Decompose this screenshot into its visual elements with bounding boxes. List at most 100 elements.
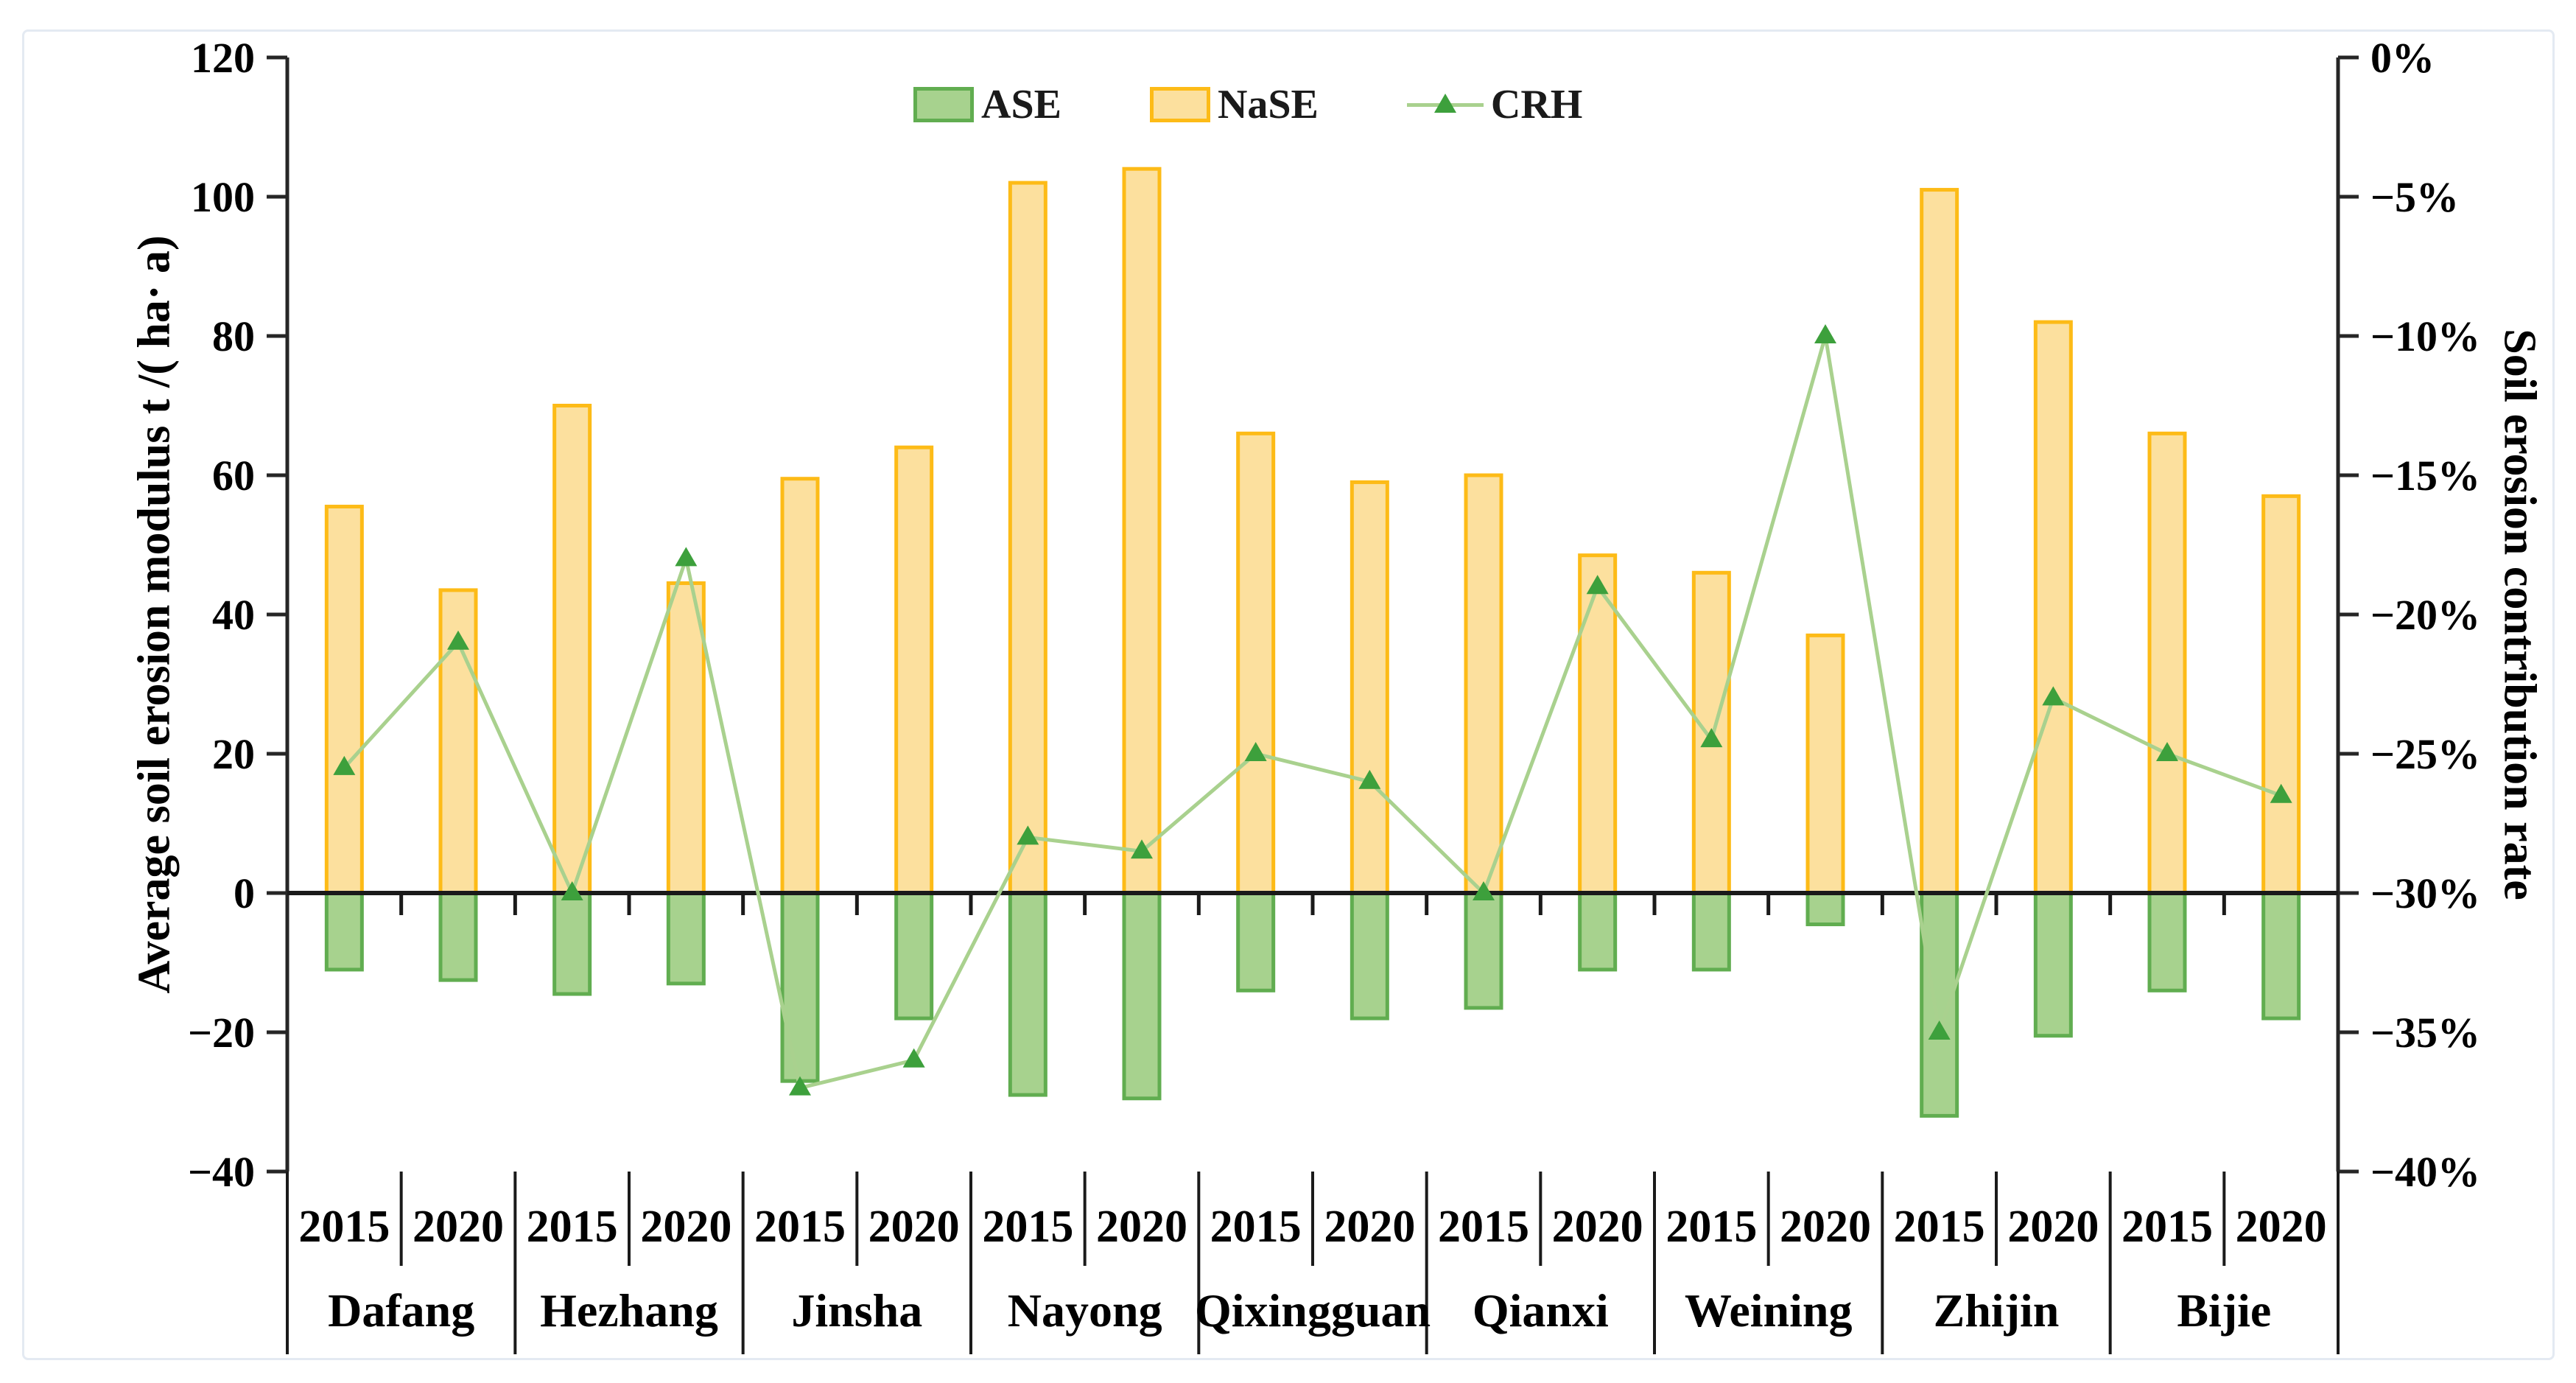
left-axis-title: Average soil erosion modulus t /( ha· a) xyxy=(129,235,180,994)
ase-bar xyxy=(1350,891,1389,1020)
crh-series-line xyxy=(343,335,2282,1090)
legend-item-crh: CRH xyxy=(1406,81,1583,128)
crh-data-point xyxy=(675,547,698,567)
left-axis-tick-label: 60 xyxy=(212,452,255,500)
year-label: 2020 xyxy=(1324,1202,1415,1252)
left-axis-tick-label: 120 xyxy=(191,34,255,82)
year-label: 2015 xyxy=(1210,1202,1302,1252)
year-label: 2015 xyxy=(2121,1202,2213,1252)
nase-bar xyxy=(1122,167,1162,895)
nase-bar xyxy=(2147,431,2187,895)
crh-data-point xyxy=(1928,1020,1951,1040)
left-axis-tick-label: −40 xyxy=(188,1148,255,1196)
ase-bar xyxy=(1236,891,1276,992)
ase-bar xyxy=(2261,891,2301,1020)
county-label: Qixingguan xyxy=(1195,1284,1431,1337)
ase-bar xyxy=(2147,891,2187,992)
legend-item-ase: ASE xyxy=(913,81,1061,128)
left-axis-tick-label: −20 xyxy=(188,1009,255,1057)
crh-data-point xyxy=(1131,839,1153,859)
county-label: Jinsha xyxy=(791,1284,922,1337)
nase-bar xyxy=(2261,494,2301,895)
right-axis-tick-label: −30% xyxy=(2370,869,2480,917)
crh-data-point xyxy=(333,755,356,775)
crh-data-point xyxy=(2270,783,2292,803)
county-label: Qianxi xyxy=(1473,1284,1609,1337)
right-axis-tick-label: −35% xyxy=(2370,1009,2480,1057)
ase-bar xyxy=(666,891,706,986)
crh-data-point xyxy=(561,881,583,900)
ase-bar xyxy=(1578,891,1618,972)
legend-item-nase: NaSE xyxy=(1149,81,1319,128)
crh-data-point xyxy=(1244,742,1267,761)
nase-bar xyxy=(1805,633,1845,895)
county-label: Dafang xyxy=(328,1284,474,1337)
ase-bar xyxy=(1805,891,1845,927)
crh-data-point xyxy=(2042,686,2065,706)
county-label: Zhijin xyxy=(1934,1284,2060,1337)
nase-bar xyxy=(1008,181,1047,895)
left-axis-tick-label: 100 xyxy=(191,173,255,221)
ase-bar xyxy=(2033,891,2073,1038)
year-label: 2015 xyxy=(1438,1202,1529,1252)
nase-bar xyxy=(780,477,820,895)
nase-bar xyxy=(894,445,934,895)
ase-bar xyxy=(1464,891,1503,1010)
nase-bar xyxy=(1236,431,1276,895)
crh-legend-label: CRH xyxy=(1490,82,1583,127)
year-label: 2020 xyxy=(2236,1202,2327,1252)
year-label: 2020 xyxy=(1552,1202,1643,1252)
nase-bar xyxy=(1920,188,1959,895)
year-label: 2015 xyxy=(1666,1202,1757,1252)
year-label: 2015 xyxy=(1894,1202,1985,1252)
ase-bar xyxy=(894,891,934,1020)
ase-bar xyxy=(324,891,364,972)
ase-legend-label: ASE xyxy=(981,82,1061,127)
ase-swatch-icon xyxy=(913,87,974,122)
ase-bar xyxy=(780,891,820,1083)
ase-bar xyxy=(1122,891,1162,1101)
crh-data-point xyxy=(789,1076,811,1096)
nase-legend-label: NaSE xyxy=(1217,82,1319,127)
county-label: Hezhang xyxy=(540,1284,718,1337)
year-label: 2015 xyxy=(298,1202,390,1252)
year-label: 2020 xyxy=(1096,1202,1187,1252)
nase-bar xyxy=(1350,480,1389,895)
year-label: 2015 xyxy=(527,1202,618,1252)
crh-data-point xyxy=(1700,728,1723,748)
year-label: 2015 xyxy=(982,1202,1073,1252)
ase-bar xyxy=(552,891,592,996)
ase-bar xyxy=(1691,891,1731,972)
right-axis-tick-label: −5% xyxy=(2370,173,2459,221)
county-label: Weining xyxy=(1685,1284,1853,1337)
ase-bar xyxy=(1920,891,1959,1118)
right-axis-tick-label: −10% xyxy=(2370,312,2480,360)
right-axis-tick-label: −20% xyxy=(2370,591,2480,639)
nase-bar xyxy=(324,505,364,895)
year-label: 2020 xyxy=(1780,1202,1871,1252)
crh-data-point xyxy=(902,1048,925,1068)
right-axis-tick-label: −40% xyxy=(2370,1148,2480,1196)
crh-data-point xyxy=(1473,881,1495,900)
crh-data-point xyxy=(1017,825,1039,845)
right-axis-tick-label: −25% xyxy=(2370,730,2480,778)
ase-bar xyxy=(1008,891,1047,1097)
county-label: Nayong xyxy=(1008,1284,1162,1337)
crh-data-point xyxy=(1814,324,1836,343)
crh-data-point xyxy=(1358,769,1381,789)
ase-bar xyxy=(438,891,478,982)
nase-bar xyxy=(666,581,706,895)
crh-line-marker-icon xyxy=(1406,89,1484,120)
right-axis-tick-label: −15% xyxy=(2370,452,2480,500)
county-label: Bijie xyxy=(2177,1284,2271,1337)
left-axis-tick-label: 40 xyxy=(212,591,255,639)
year-label: 2020 xyxy=(640,1202,731,1252)
left-axis-tick-label: 80 xyxy=(212,312,255,360)
crh-data-point xyxy=(447,630,469,650)
year-label: 2015 xyxy=(754,1202,846,1252)
right-axis-title: Soil erosion contribution rate xyxy=(2494,329,2545,900)
year-label: 2020 xyxy=(413,1202,504,1252)
year-label: 2020 xyxy=(2007,1202,2099,1252)
